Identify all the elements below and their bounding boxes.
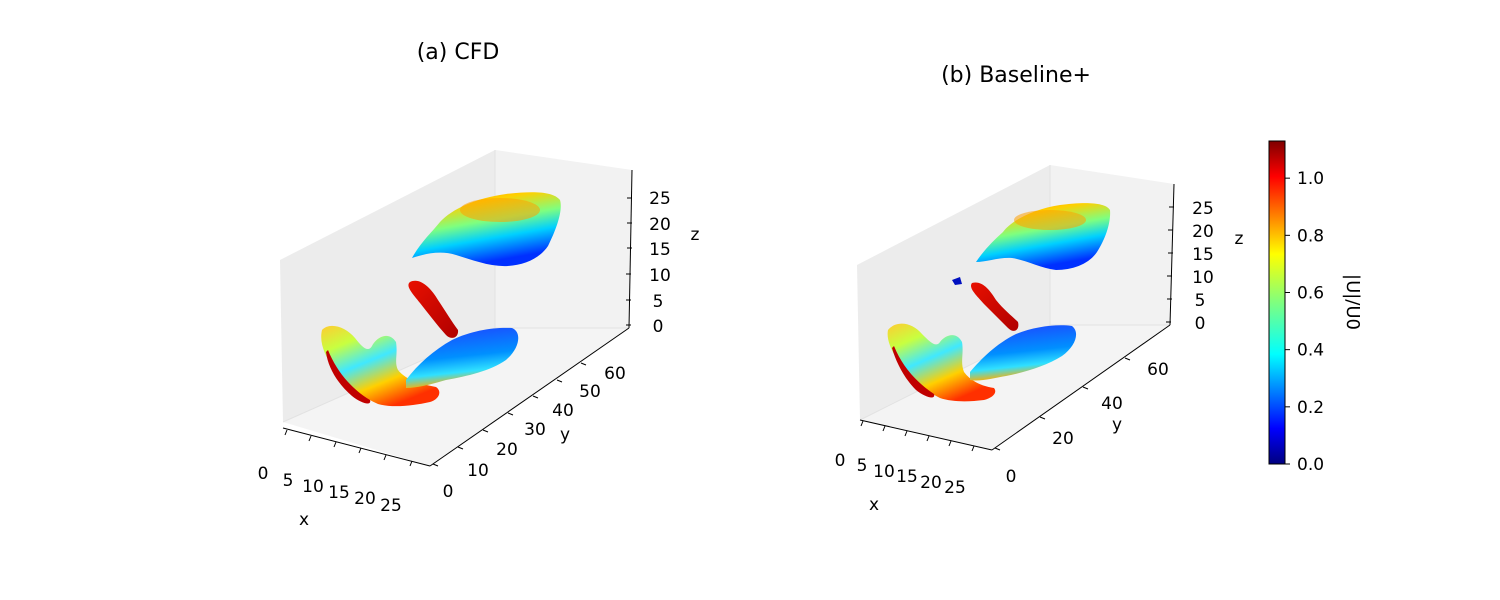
panel-b-z-tick-label: 20: [1192, 222, 1214, 242]
colorbar-tick-label: 0.0: [1297, 455, 1324, 475]
panel-a-z-tick-label: 15: [649, 240, 671, 260]
panel-b-floor: [860, 325, 1170, 450]
panel-b-center-jet: [971, 282, 1019, 331]
panel-b-axes-box: [857, 165, 1174, 450]
panel-b-z-tick-label: 5: [1195, 291, 1206, 311]
panel-b-x-tick-label: 0: [835, 451, 846, 471]
panel-a-upper-vortex-core: [460, 198, 540, 222]
panel-b-x-tick-label: 15: [896, 467, 918, 487]
panel-b-z-axis-label: z: [1235, 229, 1244, 249]
colorbar: 0.0 0.2 0.4 0.6 0.8 1.0 |U|/U0: [1268, 140, 1363, 475]
panel-a-floor: [283, 328, 629, 466]
colorbar-ticks: 0.0 0.2 0.4 0.6 0.8 1.0: [1285, 169, 1324, 475]
panel-a: (a) CFD: [258, 40, 700, 530]
panel-a-center-jet: [408, 280, 459, 338]
panel-a-z-axis-label: z: [691, 225, 700, 245]
colorbar-tick-label: 0.2: [1297, 398, 1324, 418]
panel-b-y-tick-label: 0: [1006, 467, 1017, 487]
panel-b-z-ticks: [1166, 206, 1174, 323]
panel-b-x-axis-label: x: [869, 495, 879, 515]
panel-a-y-axis: 0 10 20 30 40 50 60 y: [429, 327, 630, 502]
panel-a-z-tick-label: 0: [653, 317, 664, 337]
panel-a-surfaces: [321, 192, 561, 407]
panel-b-y-tick-label: 40: [1101, 394, 1123, 414]
colorbar-gradient: [1268, 140, 1286, 465]
panel-a-y-ticks: [432, 362, 587, 467]
panel-b-z-tick-label: 0: [1195, 314, 1206, 334]
panel-a-x-ticks: [284, 429, 413, 467]
panel-a-z-ticks: [626, 197, 632, 326]
panel-b-x-tick-label: 5: [857, 456, 868, 476]
colorbar-tick-label: 1.0: [1297, 169, 1324, 189]
panel-a-x-tick-label: 20: [354, 489, 376, 509]
panel-b-x-ticks: [860, 420, 975, 452]
panel-a-x-axis-label: x: [299, 510, 309, 530]
panel-a-x-tick-label: 25: [380, 496, 402, 516]
panel-a-y-tick-label: 40: [552, 401, 574, 421]
panel-a-z-tick-label: 25: [649, 189, 671, 209]
panel-a-lower-right-vortex: [406, 327, 519, 388]
panel-b-x-axis: 0 5 10 15 20 25 x: [835, 419, 993, 515]
panel-a-z-tick-label: 20: [649, 215, 671, 235]
colorbar-tick-label: 0.4: [1297, 341, 1324, 361]
panel-b-lower-right-vortex: [970, 325, 1077, 381]
panel-b-z-tick-label: 10: [1192, 268, 1214, 288]
panel-b-x-tick-label: 20: [920, 473, 942, 493]
panel-b: (b) Baseline+: [835, 63, 1244, 515]
panel-a-x-tick-label: 15: [328, 483, 350, 503]
panel-b-x-tick-label: 25: [944, 478, 966, 498]
panel-a-y-tick-label: 10: [467, 461, 489, 481]
panel-b-y-ticks: [994, 357, 1131, 451]
panel-a-z-tick-label: 10: [649, 266, 671, 286]
panel-a-title: (a) CFD: [417, 40, 500, 65]
panel-a-y-tick-label: 50: [579, 382, 601, 402]
panel-b-y-tick-label: 60: [1147, 360, 1169, 380]
panel-a-y-tick-label: 60: [604, 364, 626, 384]
panel-a-z-tick-label: 5: [653, 292, 664, 312]
panel-a-x-tick-label: 10: [302, 477, 324, 497]
panel-a-y-tick-label: 30: [524, 420, 546, 440]
panel-b-y-axis-label: y: [1112, 415, 1122, 435]
colorbar-tick-label: 0.6: [1297, 283, 1324, 303]
panel-b-surfaces: [887, 203, 1111, 402]
panel-a-z-axis: 0 5 10 15 20 25 z: [626, 169, 700, 337]
panel-b-stray-fragment: [952, 277, 962, 285]
panel-a-y-tick-label: 0: [443, 482, 454, 502]
panel-b-z-tick-label: 25: [1192, 199, 1214, 219]
panel-b-lower-left-jet: [887, 323, 996, 402]
colorbar-tick-label: 0.8: [1297, 226, 1324, 246]
panel-a-lower-left-shadow: [326, 350, 371, 404]
panel-a-x-tick-label: 5: [283, 471, 294, 491]
panel-a-x-axis: 0 5 10 15 20 25 x: [258, 427, 431, 530]
panel-b-upper-vortex-core: [1014, 210, 1086, 230]
panel-a-y-tick-label: 20: [496, 440, 518, 460]
panel-b-y-axis: 0 20 40 60 y: [991, 324, 1171, 487]
panel-a-axes-box: [280, 150, 632, 466]
panel-a-x-tick-label: 0: [258, 464, 269, 484]
colorbar-label: |U|/U0: [1342, 274, 1363, 330]
panel-b-y-tick-label: 20: [1052, 429, 1074, 449]
panel-b-lower-left-shadow: [892, 346, 935, 398]
panel-b-x-tick-label: 10: [873, 462, 895, 482]
panel-a-y-axis-label: y: [560, 425, 570, 445]
panel-b-title: (b) Baseline+: [941, 63, 1091, 88]
panel-b-z-tick-label: 15: [1192, 245, 1214, 265]
panel-b-z-axis: 0 5 10 15 20 25 z: [1166, 183, 1244, 334]
